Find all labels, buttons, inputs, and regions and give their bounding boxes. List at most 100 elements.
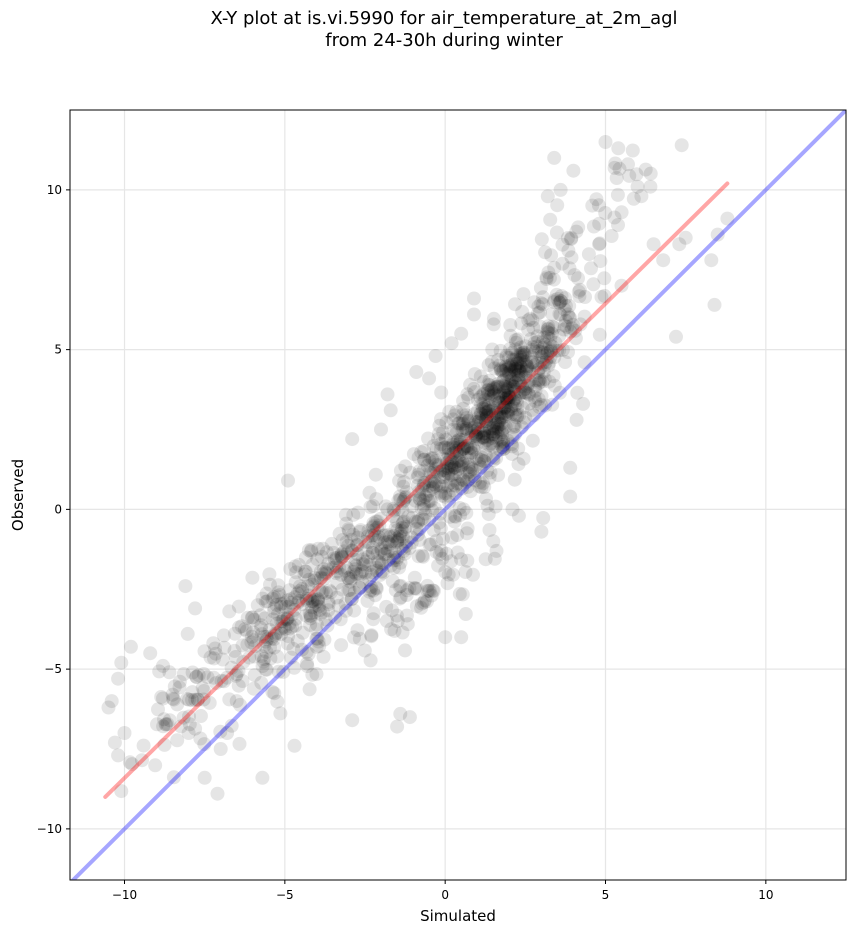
- scatter-point: [358, 534, 373, 549]
- scatter-point: [554, 289, 569, 303]
- scatter-point: [474, 453, 489, 468]
- scatter-point: [477, 423, 492, 438]
- scatter-point: [552, 307, 567, 321]
- scatter-point: [540, 322, 555, 337]
- scatter-point: [290, 633, 305, 648]
- scatter-point: [497, 401, 511, 416]
- scatter-point: [484, 407, 499, 422]
- scatter-point: [543, 344, 558, 359]
- scatter-point: [330, 564, 345, 579]
- scatter-point: [479, 410, 494, 425]
- scatter-point: [321, 597, 336, 611]
- scatter-point: [490, 419, 505, 434]
- scatter-point: [259, 662, 274, 677]
- scatter-point: [321, 556, 336, 571]
- scatter-point: [480, 386, 495, 401]
- scatter-point: [469, 414, 484, 429]
- scatter-point: [531, 373, 546, 388]
- scatter-point: [501, 365, 516, 380]
- scatter-point: [361, 550, 375, 564]
- scatter-point: [448, 478, 463, 493]
- scatter-point: [478, 448, 493, 463]
- scatter-point: [495, 440, 510, 455]
- chart-title: X-Y plot at is.vi.5990 for air_temperatu…: [0, 8, 854, 52]
- scatter-point: [486, 418, 501, 433]
- scatter-point: [490, 379, 504, 394]
- scatter-point: [373, 511, 388, 526]
- scatter-point: [299, 608, 314, 623]
- scatter-point: [364, 565, 379, 580]
- scatter-point: [271, 578, 286, 593]
- scatter-point: [519, 362, 533, 377]
- scatter-point: [491, 414, 506, 429]
- scatter-point: [534, 398, 549, 412]
- scatter-point: [503, 318, 518, 332]
- scatter-point: [339, 560, 354, 575]
- x-tick-label: −5: [276, 888, 294, 902]
- scatter-point: [197, 770, 212, 785]
- scatter-point: [460, 387, 475, 402]
- scatter-point: [391, 550, 405, 565]
- scatter-point: [435, 479, 450, 494]
- scatter-point: [424, 474, 439, 489]
- scatter-point: [459, 505, 474, 520]
- scatter-point: [470, 392, 485, 407]
- scatter-point: [531, 299, 546, 314]
- scatter-point: [515, 400, 530, 415]
- scatter-point: [474, 450, 489, 465]
- scatter-point: [277, 619, 292, 634]
- scatter-point: [270, 616, 284, 631]
- scatter-point: [266, 612, 281, 627]
- scatter-point: [518, 369, 533, 384]
- x-tick-label: −10: [112, 888, 137, 902]
- scatter-point: [317, 632, 332, 647]
- scatter-point: [557, 302, 572, 317]
- scatter-point: [474, 406, 489, 421]
- scatter-point: [328, 610, 343, 625]
- scatter-point: [622, 168, 637, 183]
- scatter-point: [448, 441, 463, 456]
- scatter-point: [459, 421, 474, 436]
- scatter-point: [491, 352, 506, 367]
- scatter-point: [477, 429, 492, 443]
- scatter-point: [511, 457, 526, 472]
- scatter-point: [162, 665, 177, 680]
- scatter-point: [328, 566, 343, 580]
- scatter-point: [516, 287, 531, 302]
- scatter-point: [502, 388, 516, 403]
- scatter-point: [370, 520, 385, 535]
- scatter-point: [436, 531, 450, 546]
- scatter-point: [498, 388, 513, 403]
- scatter-point: [259, 629, 274, 644]
- scatter-point: [439, 546, 454, 561]
- scatter-point: [393, 555, 408, 570]
- scatter-point: [263, 651, 278, 666]
- scatter-point: [417, 595, 431, 610]
- scatter-point: [443, 451, 458, 466]
- scatter-point: [478, 393, 493, 408]
- scatter-point: [578, 290, 592, 304]
- scatter-point: [340, 545, 355, 560]
- scatter-point: [525, 402, 539, 417]
- scatter-point: [170, 697, 185, 712]
- scatter-point: [610, 187, 625, 202]
- scatter-point: [460, 451, 475, 466]
- scatter-point: [394, 541, 409, 556]
- scatter-point: [428, 454, 443, 469]
- scatter-point: [387, 560, 402, 575]
- scatter-point: [429, 478, 444, 493]
- scatter-point: [449, 454, 464, 469]
- scatter-point: [166, 770, 181, 785]
- scatter-point: [298, 564, 313, 579]
- scatter-point: [193, 709, 208, 723]
- scatter-point: [502, 390, 517, 405]
- scatter-point: [387, 503, 402, 518]
- scatter-point: [228, 668, 243, 683]
- scatter-point: [461, 460, 476, 475]
- scatter-point: [524, 350, 539, 364]
- scatter-point: [422, 483, 437, 498]
- scatter-point: [496, 442, 511, 457]
- scatter-point: [390, 531, 405, 546]
- scatter-point: [446, 437, 461, 452]
- scatter-point: [244, 610, 259, 625]
